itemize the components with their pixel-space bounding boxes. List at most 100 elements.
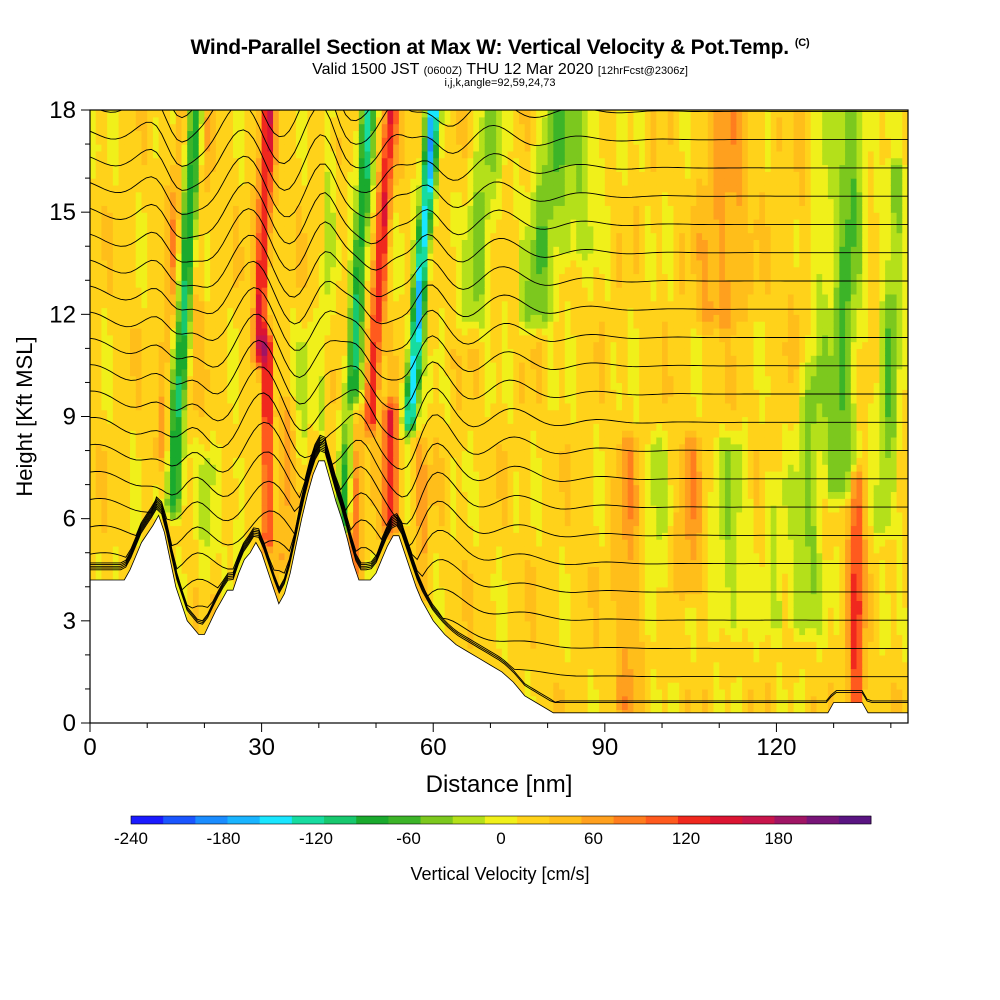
w-cell — [278, 218, 286, 227]
w-cell — [124, 205, 131, 213]
w-cell — [335, 341, 343, 349]
w-cell — [250, 362, 257, 370]
w-cell — [221, 348, 228, 356]
w-cell — [324, 314, 331, 322]
w-cell — [170, 491, 177, 499]
w-cell — [318, 273, 326, 281]
w-cell — [233, 532, 240, 540]
w-cell — [376, 123, 383, 132]
w-cell — [158, 164, 165, 172]
w-cell — [112, 225, 120, 234]
w-cell — [112, 491, 120, 499]
w-cell — [215, 525, 223, 533]
w-cell — [198, 130, 206, 138]
w-cell — [95, 450, 103, 458]
w-cell — [135, 464, 143, 472]
w-cell — [324, 246, 331, 254]
w-cell — [101, 532, 108, 540]
w-cell — [95, 137, 103, 145]
w-cell — [358, 498, 366, 506]
w-cell — [210, 307, 217, 315]
w-cell — [227, 450, 234, 458]
w-cell — [376, 389, 383, 397]
w-cell — [130, 232, 137, 241]
w-cell — [267, 450, 274, 458]
w-cell — [135, 259, 143, 268]
w-cell — [198, 614, 206, 622]
w-cell — [95, 341, 103, 349]
w-cell — [341, 457, 349, 465]
w-cell — [347, 436, 354, 445]
w-cell — [192, 362, 200, 370]
w-cell — [192, 505, 200, 513]
w-cell — [210, 273, 217, 281]
w-cell — [135, 232, 143, 241]
w-cell — [364, 314, 371, 322]
w-cell — [124, 532, 131, 540]
w-cell — [192, 450, 200, 458]
w-cell — [210, 375, 217, 384]
w-cell — [358, 144, 366, 152]
w-cell — [370, 266, 377, 275]
w-cell — [330, 137, 337, 145]
w-cell — [376, 450, 383, 458]
w-cell — [313, 362, 320, 370]
w-cell — [107, 409, 114, 418]
w-cell — [204, 259, 211, 268]
w-cell — [227, 266, 234, 275]
w-cell — [141, 123, 148, 132]
w-cell — [347, 375, 354, 384]
w-cell — [313, 293, 320, 302]
w-cell — [130, 477, 137, 486]
w-cell — [335, 144, 343, 152]
w-cell — [284, 477, 291, 486]
w-cell — [118, 341, 125, 349]
w-cell — [221, 430, 228, 438]
w-cell — [227, 443, 234, 452]
w-cell — [398, 457, 406, 465]
w-cell — [187, 280, 194, 288]
w-cell — [233, 314, 240, 322]
w-cell — [381, 368, 389, 377]
w-cell — [393, 321, 400, 329]
w-cell — [130, 205, 137, 213]
w-cell — [158, 321, 165, 329]
w-cell — [233, 402, 240, 411]
w-cell — [347, 280, 354, 288]
w-cell — [387, 171, 394, 179]
w-cell — [278, 362, 286, 370]
w-cell — [181, 389, 188, 397]
w-cell — [135, 498, 143, 506]
w-cell — [387, 300, 394, 309]
w-cell — [353, 396, 360, 404]
w-cell — [124, 545, 131, 554]
w-cell — [267, 253, 274, 261]
w-cell — [181, 430, 188, 438]
w-cell — [141, 246, 148, 254]
w-cell — [124, 566, 131, 574]
w-cell — [267, 266, 274, 275]
w-cell — [164, 491, 171, 499]
w-cell — [358, 225, 366, 234]
w-cell — [204, 218, 211, 227]
w-cell — [301, 389, 308, 397]
w-cell — [364, 253, 371, 261]
w-cell — [250, 259, 257, 268]
w-cell — [273, 300, 280, 309]
w-cell — [233, 436, 240, 445]
w-cell — [124, 518, 131, 527]
w-cell — [353, 293, 360, 302]
w-cell — [233, 362, 240, 370]
w-cell — [290, 130, 297, 138]
w-cell — [358, 110, 366, 118]
w-cell — [164, 477, 171, 486]
w-cell — [301, 137, 308, 145]
w-cell — [295, 184, 303, 193]
w-cell — [335, 307, 343, 315]
w-cell — [175, 266, 183, 275]
w-cell — [90, 280, 97, 288]
w-cell — [301, 362, 308, 370]
w-cell — [295, 198, 303, 206]
w-cell — [370, 225, 377, 234]
w-cell — [130, 171, 137, 179]
